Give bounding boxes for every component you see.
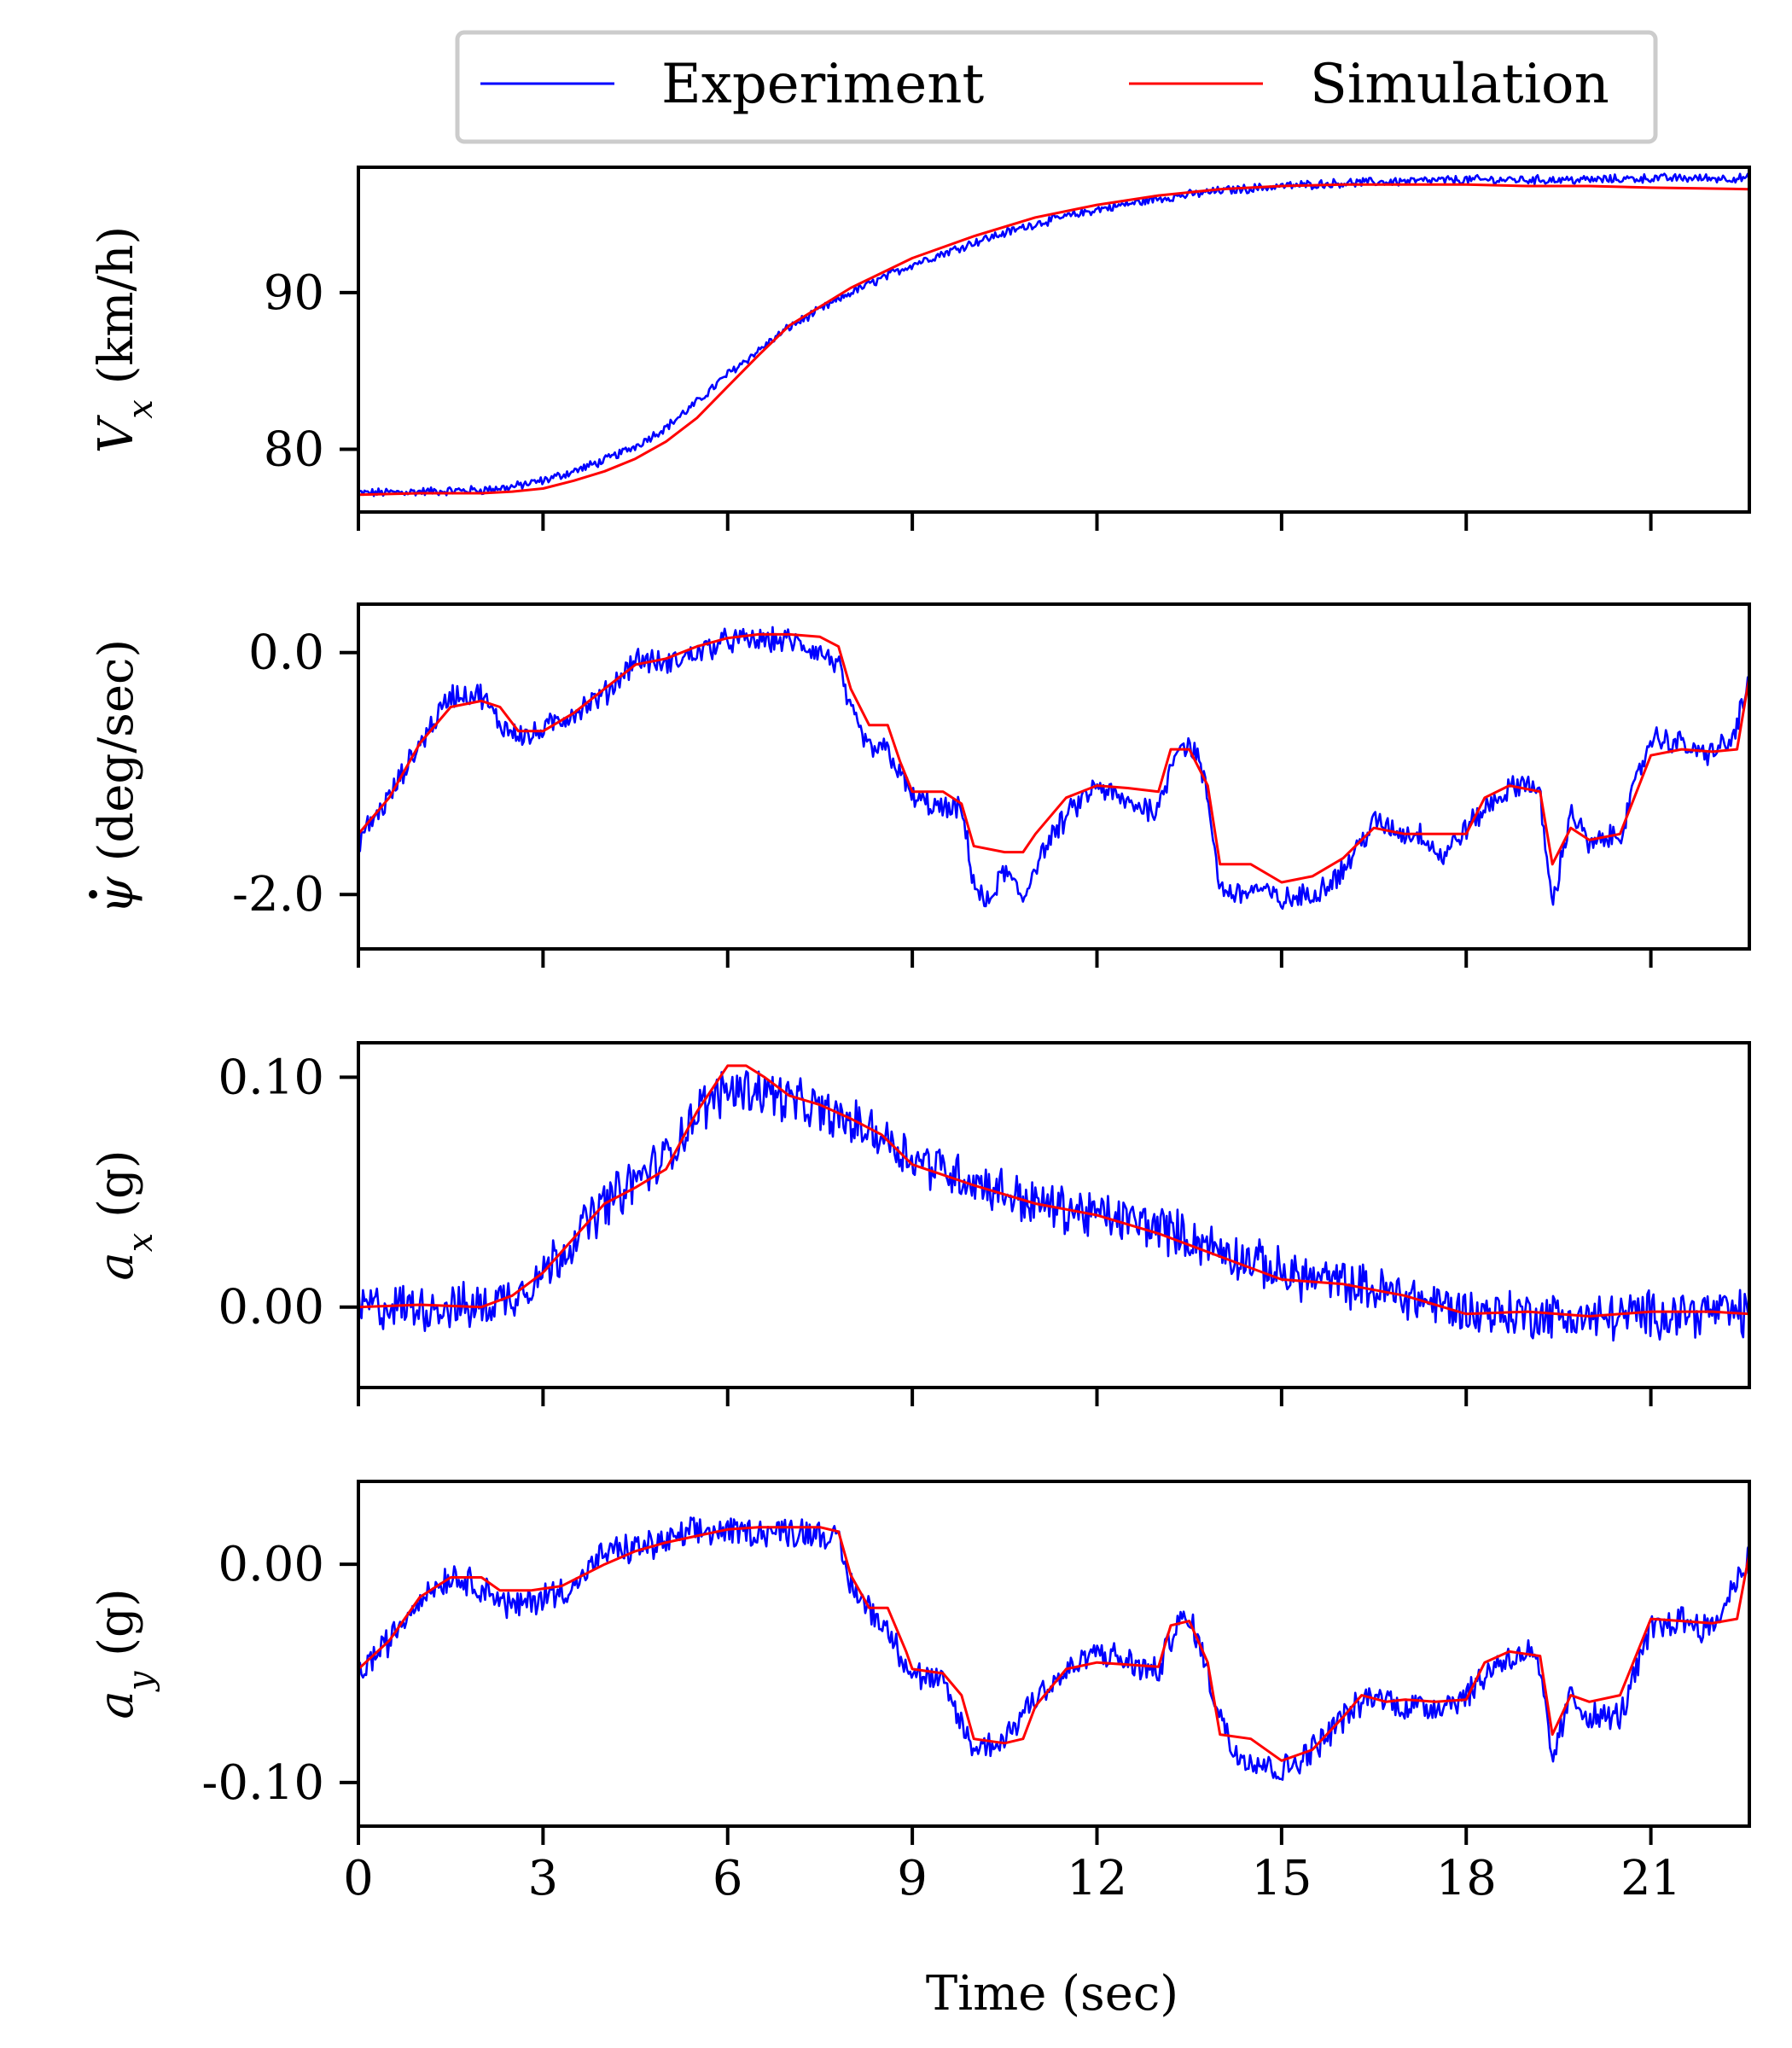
x-tick-label: 18 xyxy=(1436,1851,1497,1906)
series-line-simulation xyxy=(358,632,1749,884)
legend-frame xyxy=(455,30,1658,144)
series-line-simulation xyxy=(358,1064,1749,1318)
y-tick-label: 90 xyxy=(264,265,324,321)
legend-label-experiment: Experiment xyxy=(661,53,985,116)
x-tick-label: 12 xyxy=(1067,1851,1127,1906)
legend-label-simulation: Simulation xyxy=(1310,53,1609,116)
x-tick-label: 3 xyxy=(528,1851,559,1906)
legend: Experiment Simulation xyxy=(455,30,1658,144)
y-axis-label: Vx (km/h) xyxy=(89,226,160,453)
y-tick-label: 0.00 xyxy=(218,1537,324,1592)
x-axis-label: Time (sec) xyxy=(926,1966,1178,2022)
series-line-experiment xyxy=(358,1070,1749,1342)
x-tick-label: 9 xyxy=(897,1851,928,1906)
y-axis-label: ay (g) xyxy=(89,1588,160,1719)
psi-dot-accent xyxy=(89,890,97,899)
y-axis-label: ψ (deg/sec) xyxy=(89,639,144,914)
y-tick-label: 0.00 xyxy=(218,1280,324,1335)
plot-frame xyxy=(357,1041,1751,1389)
plot-frame xyxy=(357,602,1751,951)
series-line-simulation xyxy=(358,183,1749,497)
x-tick-label: 0 xyxy=(343,1851,374,1906)
subplot-4: -0.10 0.00 0 3 6 9 12 15 18 21 ay (g) xyxy=(89,1480,1751,1906)
subplot-1: 80 90 Vx (km/h) xyxy=(89,166,1751,531)
plot-frame xyxy=(357,166,1751,514)
subplot-3: 0.00 0.10 ax (g) xyxy=(89,1041,1751,1406)
series-line-simulation xyxy=(358,1526,1749,1762)
subplot-2: -2.0 0.0 ψ (deg/sec) xyxy=(89,602,1751,968)
plot-frame xyxy=(357,1480,1751,1828)
series-line-experiment xyxy=(358,1516,1749,1781)
y-tick-label: -0.10 xyxy=(201,1755,324,1811)
y-tick-label: 80 xyxy=(264,422,324,478)
x-tick-label: 6 xyxy=(713,1851,743,1906)
x-tick-label: 21 xyxy=(1620,1851,1681,1906)
y-tick-label: 0.10 xyxy=(218,1050,324,1105)
y-tick-label: -2.0 xyxy=(232,867,324,922)
y-tick-label: 0.0 xyxy=(248,625,324,681)
x-tick-label: 15 xyxy=(1251,1851,1312,1906)
y-axis-label: ax (g) xyxy=(89,1149,160,1280)
series-line-experiment xyxy=(358,625,1749,911)
